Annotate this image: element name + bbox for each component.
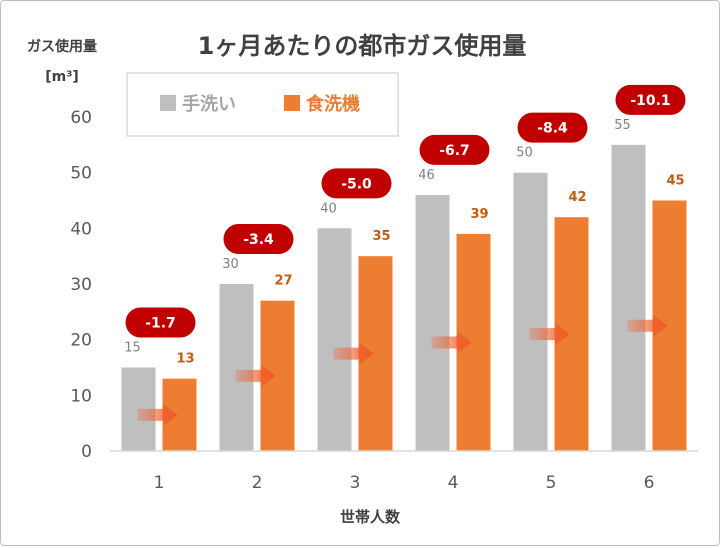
data-labels: 15 13 30 27 40 35 46 39 50 42 55 45 xyxy=(124,118,684,367)
bar-hand-wash xyxy=(513,172,548,451)
difference-badge xyxy=(223,224,294,254)
legend-swatch-hand-wash xyxy=(160,95,176,111)
x-axis-title: 世帯人数 xyxy=(340,508,401,526)
y-tick-label: 20 xyxy=(70,331,92,351)
x-tick-label: 1 xyxy=(154,473,165,493)
y-tick-label: 40 xyxy=(70,219,92,239)
data-label-dishwasher: 13 xyxy=(176,352,194,367)
y-tick-label: 30 xyxy=(70,275,92,295)
legend-label-hand-wash: 手洗い xyxy=(182,93,236,115)
legend: 手洗い 食洗機 xyxy=(126,72,399,137)
bar-hand-wash xyxy=(611,144,646,452)
difference-badge xyxy=(125,307,196,338)
data-label-hand-wash: 40 xyxy=(320,201,337,216)
difference-badge xyxy=(615,84,686,115)
y-tick-label: 0 xyxy=(81,442,92,462)
data-label-hand-wash: 30 xyxy=(222,257,239,272)
x-tick-label: 3 xyxy=(350,473,361,493)
difference-badge-label: -5.0 xyxy=(341,176,372,192)
legend-label-dishwasher: 食洗機 xyxy=(305,93,360,115)
reduction-arrow xyxy=(235,364,276,387)
bar-hand-wash xyxy=(317,228,352,451)
data-label-dishwasher: 39 xyxy=(470,207,488,222)
difference-badge-label: -1.7 xyxy=(145,316,176,332)
data-label-hand-wash: 15 xyxy=(124,341,141,356)
y-tick-label: 50 xyxy=(70,164,92,184)
difference-badge-label: -10.1 xyxy=(630,93,670,109)
x-tick-label: 5 xyxy=(546,473,557,493)
x-tick-label: 4 xyxy=(448,473,459,493)
reduction-arrow xyxy=(333,342,374,365)
bar-hand-wash xyxy=(415,194,450,451)
y-axis-label: ガス使用量 xyxy=(27,38,97,55)
difference-badge-label: -8.4 xyxy=(537,121,568,137)
reduction-arrow xyxy=(627,314,668,337)
reduction-arrow xyxy=(137,403,178,426)
x-axis-ticks: 1 2 3 4 5 6 xyxy=(154,473,655,493)
difference-badge xyxy=(419,134,490,165)
reduction-arrows xyxy=(137,314,668,426)
x-tick-label: 2 xyxy=(252,473,263,493)
data-label-hand-wash: 55 xyxy=(614,118,631,133)
chart-title: 1ヶ月あたりの都市ガス使用量 xyxy=(198,32,527,60)
y-axis-ticks: 0 10 20 30 40 50 60 xyxy=(70,108,92,462)
data-label-dishwasher: 42 xyxy=(568,190,586,205)
y-tick-label: 10 xyxy=(70,386,92,406)
data-label-dishwasher: 45 xyxy=(666,174,684,189)
difference-badge-label: -6.7 xyxy=(439,143,470,159)
bars xyxy=(121,144,687,452)
data-label-dishwasher: 27 xyxy=(274,274,292,289)
legend-swatch-dishwasher xyxy=(284,95,300,111)
x-tick-label: 6 xyxy=(644,473,655,493)
bar-hand-wash xyxy=(219,284,254,451)
difference-badge-label: -3.4 xyxy=(243,232,274,248)
reduction-arrow xyxy=(529,323,570,346)
data-label-hand-wash: 46 xyxy=(418,168,435,183)
y-tick-label: 60 xyxy=(70,108,92,128)
reduction-arrow xyxy=(431,331,472,354)
y-axis-unit: [m³] xyxy=(45,69,79,85)
data-label-dishwasher: 35 xyxy=(372,229,390,244)
data-label-hand-wash: 50 xyxy=(516,146,533,161)
difference-badge xyxy=(517,112,588,143)
difference-badge xyxy=(321,168,392,199)
difference-badges: -1.7 -3.4 -5.0 -6.7 -8.4 -10.1 xyxy=(125,84,686,338)
